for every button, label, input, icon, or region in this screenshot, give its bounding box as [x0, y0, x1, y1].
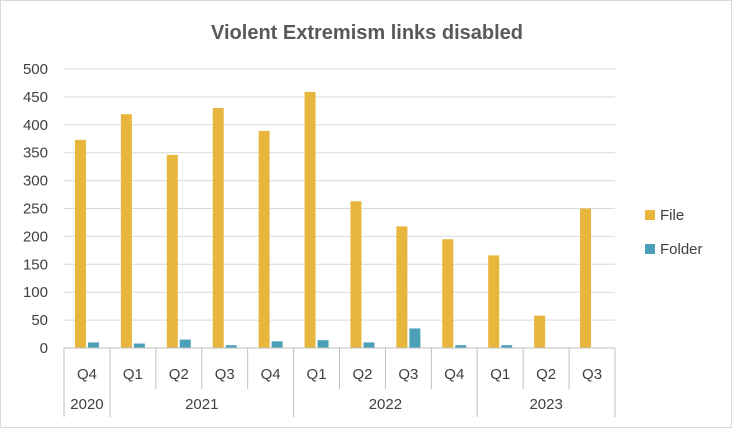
x-tick-label: Q3 — [398, 366, 418, 383]
year-group-label: 2023 — [529, 396, 562, 413]
legend-swatch-folder — [645, 244, 655, 254]
bar-file — [120, 114, 132, 348]
legend-label-folder: Folder — [660, 241, 703, 258]
x-tick-label: Q4 — [77, 366, 97, 383]
x-tick-label: Q2 — [536, 366, 556, 383]
x-tick-label: Q3 — [215, 366, 235, 383]
gridlines — [64, 68, 615, 349]
bar-file — [258, 130, 270, 348]
y-tick-label: 50 — [31, 312, 48, 329]
x-tick-label: Q1 — [490, 366, 510, 383]
y-tick-label: 250 — [23, 201, 48, 218]
y-axis-ticks: 0 50 100 150 200 250 300 350 400 450 500 — [23, 61, 48, 357]
y-tick-label: 500 — [23, 61, 48, 78]
x-axis: Q4 Q1 Q2 Q3 Q4 Q1 Q2 Q3 Q4 Q1 Q2 Q3 2020 2021 2022 2023 — [63, 347, 616, 417]
bar-folder — [133, 343, 145, 348]
x-tick-label: Q4 — [444, 366, 464, 383]
bar-file — [396, 226, 408, 348]
y-tick-label: 400 — [23, 117, 48, 134]
x-tick-label: Q1 — [123, 366, 143, 383]
bar-folder — [179, 339, 191, 348]
bar-file — [304, 91, 316, 349]
y-tick-label: 300 — [23, 173, 48, 190]
bar-file — [442, 239, 454, 348]
bar-folder — [317, 340, 329, 348]
bar-file — [212, 108, 224, 348]
bar-folder — [87, 342, 99, 348]
year-group-label: 2022 — [369, 396, 402, 413]
bar-file — [74, 139, 86, 348]
year-group-label: 2021 — [185, 396, 218, 413]
y-tick-label: 350 — [23, 145, 48, 162]
bar-folder — [363, 342, 375, 348]
legend: File Folder — [645, 207, 703, 258]
bar-folder — [409, 328, 421, 348]
legend-swatch-file — [645, 210, 655, 220]
bar-folder — [271, 341, 283, 348]
bar-folder — [225, 345, 237, 348]
year-group-label: 2020 — [70, 396, 103, 413]
y-tick-label: 450 — [23, 89, 48, 106]
bar-folder — [501, 345, 513, 348]
bar-file — [580, 208, 592, 348]
x-tick-label: Q3 — [582, 366, 602, 383]
bar-file — [488, 255, 500, 348]
x-tick-label: Q2 — [169, 366, 189, 383]
x-tick-label: Q2 — [352, 366, 372, 383]
legend-label-file: File — [660, 207, 684, 224]
bar-file — [350, 201, 362, 348]
chart-title: Violent Extremism links disabled — [211, 22, 523, 44]
bars — [74, 91, 592, 349]
bar-file — [166, 154, 178, 348]
bar-file — [534, 315, 546, 348]
x-tick-label: Q1 — [307, 366, 327, 383]
y-tick-label: 150 — [23, 256, 48, 273]
y-tick-label: 200 — [23, 228, 48, 245]
y-tick-label: 0 — [40, 340, 48, 357]
x-tick-label: Q4 — [261, 366, 281, 383]
y-tick-label: 100 — [23, 284, 48, 301]
bar-folder — [455, 345, 467, 348]
